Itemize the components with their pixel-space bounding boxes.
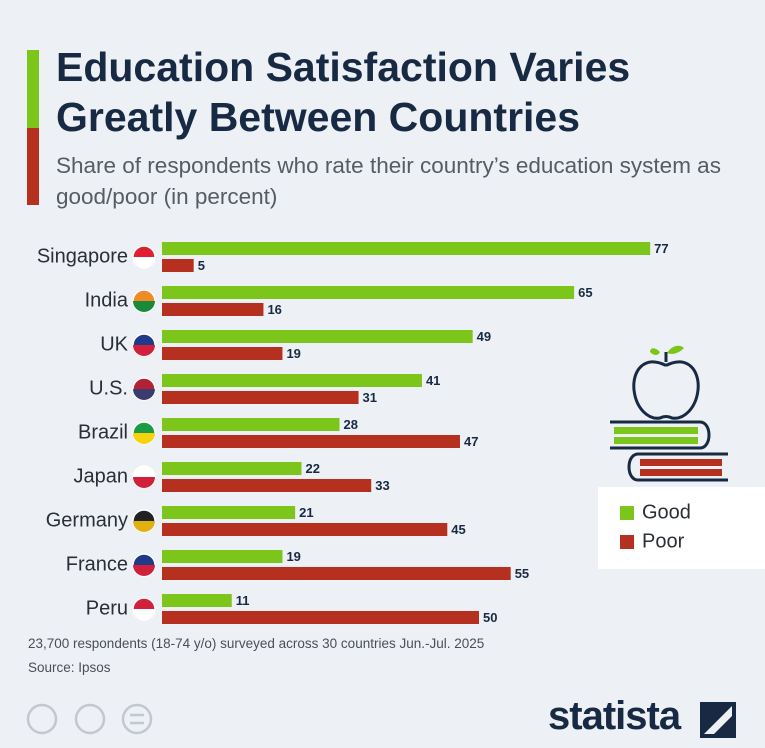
data-label: 31 bbox=[363, 390, 377, 405]
bar bbox=[162, 418, 340, 431]
bar bbox=[162, 347, 283, 360]
bar bbox=[162, 374, 422, 387]
bar bbox=[162, 567, 511, 580]
data-label: 21 bbox=[299, 505, 313, 520]
bar bbox=[162, 506, 296, 519]
footnote: 23,700 respondents (18-74 y/o) surveyed … bbox=[28, 636, 485, 651]
legend-swatch bbox=[620, 506, 634, 520]
bar bbox=[162, 479, 372, 492]
data-label: 19 bbox=[286, 346, 300, 361]
bar bbox=[162, 594, 232, 607]
flag-icon-part bbox=[133, 565, 155, 576]
data-label: 55 bbox=[515, 566, 529, 581]
category-label: UK bbox=[100, 333, 128, 355]
data-label: 77 bbox=[654, 241, 668, 256]
category-label: France bbox=[66, 553, 128, 575]
legend-swatch bbox=[620, 535, 634, 549]
legend-box bbox=[598, 487, 765, 569]
flag-icon-part bbox=[133, 477, 155, 488]
accent-good bbox=[27, 50, 39, 128]
legend-label: Good bbox=[642, 501, 691, 523]
brand-logo bbox=[700, 702, 736, 738]
data-label: 28 bbox=[344, 417, 358, 432]
category-label: Japan bbox=[74, 465, 129, 487]
bar bbox=[162, 242, 651, 255]
data-label: 16 bbox=[267, 302, 281, 317]
bar bbox=[162, 435, 460, 448]
category-label: U.S. bbox=[89, 377, 128, 399]
flag-icon-part bbox=[133, 257, 155, 268]
category-label: Brazil bbox=[78, 421, 128, 443]
category-label: Peru bbox=[86, 597, 128, 619]
flag-icon-part bbox=[133, 345, 155, 356]
brand: statista bbox=[548, 694, 681, 738]
bar bbox=[162, 550, 283, 563]
bar bbox=[162, 330, 473, 343]
bar bbox=[162, 462, 302, 475]
license-icons bbox=[26, 703, 153, 735]
data-label: 65 bbox=[578, 285, 592, 300]
bar bbox=[162, 611, 479, 624]
flag-icon-part bbox=[133, 433, 155, 444]
flag-icon-part bbox=[133, 389, 155, 400]
legend-label: Poor bbox=[642, 530, 685, 552]
accent-poor bbox=[27, 128, 39, 205]
bar bbox=[162, 303, 264, 316]
chart-subtitle: Share of respondents who rate their coun… bbox=[56, 153, 721, 209]
category-label: India bbox=[85, 289, 129, 311]
data-label: 19 bbox=[286, 549, 300, 564]
apple-books-illustration bbox=[610, 345, 728, 482]
data-label: 47 bbox=[464, 434, 478, 449]
data-label: 49 bbox=[477, 329, 491, 344]
category-label: Singapore bbox=[37, 245, 128, 267]
flag-icon-part bbox=[133, 521, 155, 532]
flag-icon-part bbox=[133, 609, 155, 620]
data-label: 41 bbox=[426, 373, 440, 388]
chart-title: Education Satisfaction Varies Greatly Be… bbox=[56, 44, 631, 140]
category-label: Germany bbox=[46, 509, 128, 531]
source: Source: Ipsos bbox=[28, 660, 111, 675]
bar bbox=[162, 391, 359, 404]
bar bbox=[162, 286, 575, 299]
data-label: 50 bbox=[483, 610, 497, 625]
data-label: 22 bbox=[305, 461, 319, 476]
bar bbox=[162, 259, 194, 272]
bar bbox=[162, 523, 448, 536]
data-label: 33 bbox=[375, 478, 389, 493]
data-label: 11 bbox=[236, 593, 250, 608]
data-label: 45 bbox=[451, 522, 465, 537]
data-label: 5 bbox=[198, 258, 205, 273]
flag-icon-part bbox=[133, 301, 155, 312]
